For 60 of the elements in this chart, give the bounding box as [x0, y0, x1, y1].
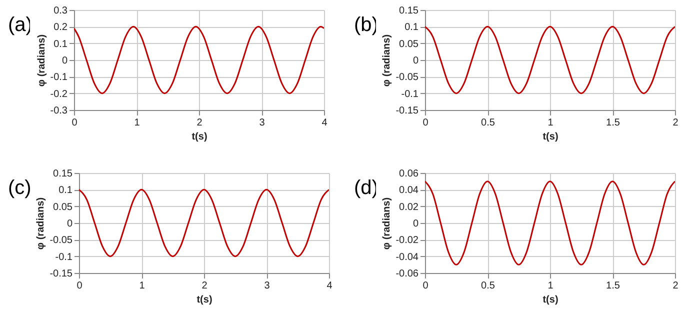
- line-series: [425, 180, 675, 266]
- x-tick-label: 1: [548, 280, 554, 292]
- x-tick-label: 1.5: [606, 280, 620, 292]
- x-tick-label: 4: [326, 280, 333, 292]
- x-axis-title: t(s): [192, 132, 208, 142]
- x-tick-label: 3: [264, 280, 270, 292]
- x-tick-label: 2: [672, 118, 679, 128]
- y-tick-label: -0.1: [50, 72, 68, 84]
- y-tick-label: -0.04: [396, 252, 419, 263]
- x-tick-label: 2: [202, 280, 208, 292]
- x-tick-label: 4: [322, 118, 328, 128]
- line-series: [425, 26, 675, 94]
- x-axis-title: t(s): [542, 294, 558, 306]
- y-tick-label: -0.1: [55, 252, 73, 263]
- x-tick-label: 0.5: [481, 118, 496, 128]
- x-tick-label: 0: [422, 280, 429, 292]
- x-axis-title: t(s): [542, 132, 558, 142]
- line-series: [79, 188, 329, 258]
- x-tick-label: 1: [548, 118, 554, 128]
- y-tick-label: -0.1: [401, 88, 419, 100]
- x-tick-label: 0.5: [481, 280, 496, 292]
- y-tick-label: 0: [412, 56, 419, 66]
- x-tick-label: 1: [139, 280, 146, 292]
- x-tick-label: 1: [134, 118, 140, 128]
- y-tick-label: 0.02: [399, 202, 419, 213]
- y-tick-label: 0.2: [54, 22, 68, 34]
- y-axis-title: φ (radians): [382, 197, 393, 250]
- y-tick-label: 0.1: [404, 22, 419, 34]
- y-axis-title: φ (radians): [382, 34, 393, 87]
- x-tick-label: 0: [76, 280, 83, 292]
- x-axis-title: t(s): [196, 294, 212, 306]
- x-tick-label: 2: [196, 118, 203, 128]
- line-series: [74, 26, 324, 94]
- y-tick-label: 0: [62, 56, 68, 66]
- y-tick-label: -0.2: [50, 88, 68, 100]
- y-tick-label: 0.3: [54, 6, 68, 16]
- y-axis-title: φ (radians): [36, 197, 47, 250]
- y-tick-label: 0.15: [399, 6, 419, 16]
- y-tick-label: 0.15: [53, 168, 73, 180]
- y-tick-label: -0.06: [396, 268, 419, 280]
- y-tick-label: 0: [412, 218, 419, 230]
- y-tick-label: -0.02: [396, 235, 419, 246]
- x-tick-label: 0: [422, 118, 429, 128]
- y-tick-label: -0.05: [396, 72, 419, 84]
- y-tick-label: 0.06: [399, 168, 419, 180]
- y-tick-label: 0.1: [54, 38, 68, 50]
- y-tick-label: 0: [66, 218, 73, 230]
- y-tick-label: -0.05: [50, 235, 73, 246]
- text: (c): [8, 177, 32, 200]
- y-tick-label: -0.15: [50, 268, 73, 280]
- x-tick-label: 2: [672, 280, 679, 292]
- y-axis-title: φ (radians): [36, 34, 48, 87]
- x-tick-label: 1.5: [606, 118, 620, 128]
- y-tick-label: 0.05: [399, 38, 419, 50]
- y-tick-label: -0.15: [396, 106, 419, 116]
- y-tick-label: 0.04: [399, 185, 419, 196]
- y-tick-label: -0.3: [50, 106, 68, 116]
- y-tick-label: 0.1: [58, 185, 73, 196]
- x-tick-label: 3: [259, 118, 266, 128]
- y-tick-label: 0.05: [53, 202, 73, 213]
